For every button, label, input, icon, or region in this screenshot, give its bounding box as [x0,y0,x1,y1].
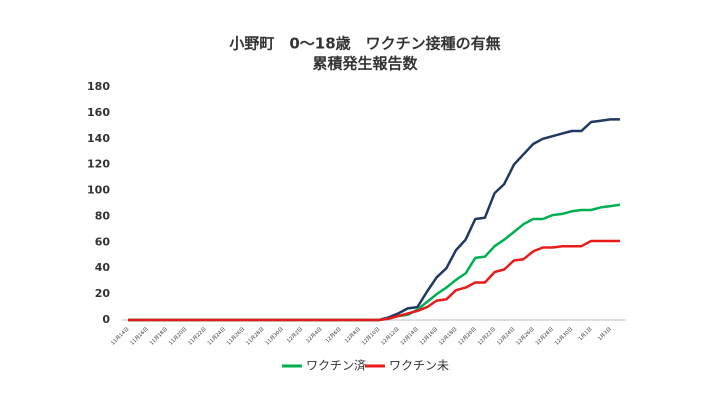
series-line [128,118,620,322]
x-tick-label: 11月18日 [149,326,169,346]
y-tick-label: 40 [95,261,111,274]
x-tick-label: 12月24日 [496,326,516,346]
x-tick-label: 11月14日 [110,326,130,346]
x-tick-label: 11月30日 [265,326,285,346]
series-line [128,239,620,322]
legend-label: ワクチン未 [389,359,449,373]
x-tick-label: 11月20日 [168,326,188,346]
y-tick-label: 60 [95,235,111,248]
y-tick-label: 120 [87,158,110,171]
x-tick-label: 11月16日 [129,326,149,346]
x-tick-label: 1月3日 [597,326,613,342]
x-tick-label: 12月16日 [419,326,439,346]
x-tick-label: 12月18日 [438,326,458,346]
x-tick-label: 12月14日 [400,326,420,346]
x-tick-label: 12月2日 [286,326,304,344]
x-tick-label: 1月1日 [578,326,594,342]
legend-label: ワクチン済 [306,358,366,373]
y-tick-label: 140 [87,132,110,145]
x-tick-label: 12月30日 [554,326,574,346]
y-tick-label: 80 [95,209,111,222]
x-tick-label: 11月28日 [245,326,265,346]
y-tick-label: 0 [102,313,110,326]
x-tick-label: 12月28日 [535,326,555,346]
x-tick-label: 11月26日 [226,326,246,346]
x-tick-label: 12月4日 [305,326,323,344]
x-tick-label: 12月10日 [361,326,381,346]
y-tick-label: 180 [87,80,110,93]
x-tick-label: 12月22日 [477,326,497,346]
x-tick-label: 12月26日 [515,326,535,346]
y-tick-label: 100 [87,184,110,197]
y-tick-label: 20 [95,287,111,300]
series-line [128,203,621,322]
x-tick-label: 12月20日 [457,326,477,346]
x-tick-label: 12月8日 [344,326,362,344]
x-tick-label: 12月12日 [380,326,400,346]
x-tick-label: 12月6日 [325,326,343,344]
chart-subtitle: 累積発生報告数 [312,55,418,73]
chart-title: 小野町 0～18歳 ワクチン接種の有無 [229,35,500,53]
y-tick-label: 160 [87,106,110,119]
x-tick-label: 11月22日 [187,326,207,346]
x-tick-label: 11月24日 [207,326,227,346]
